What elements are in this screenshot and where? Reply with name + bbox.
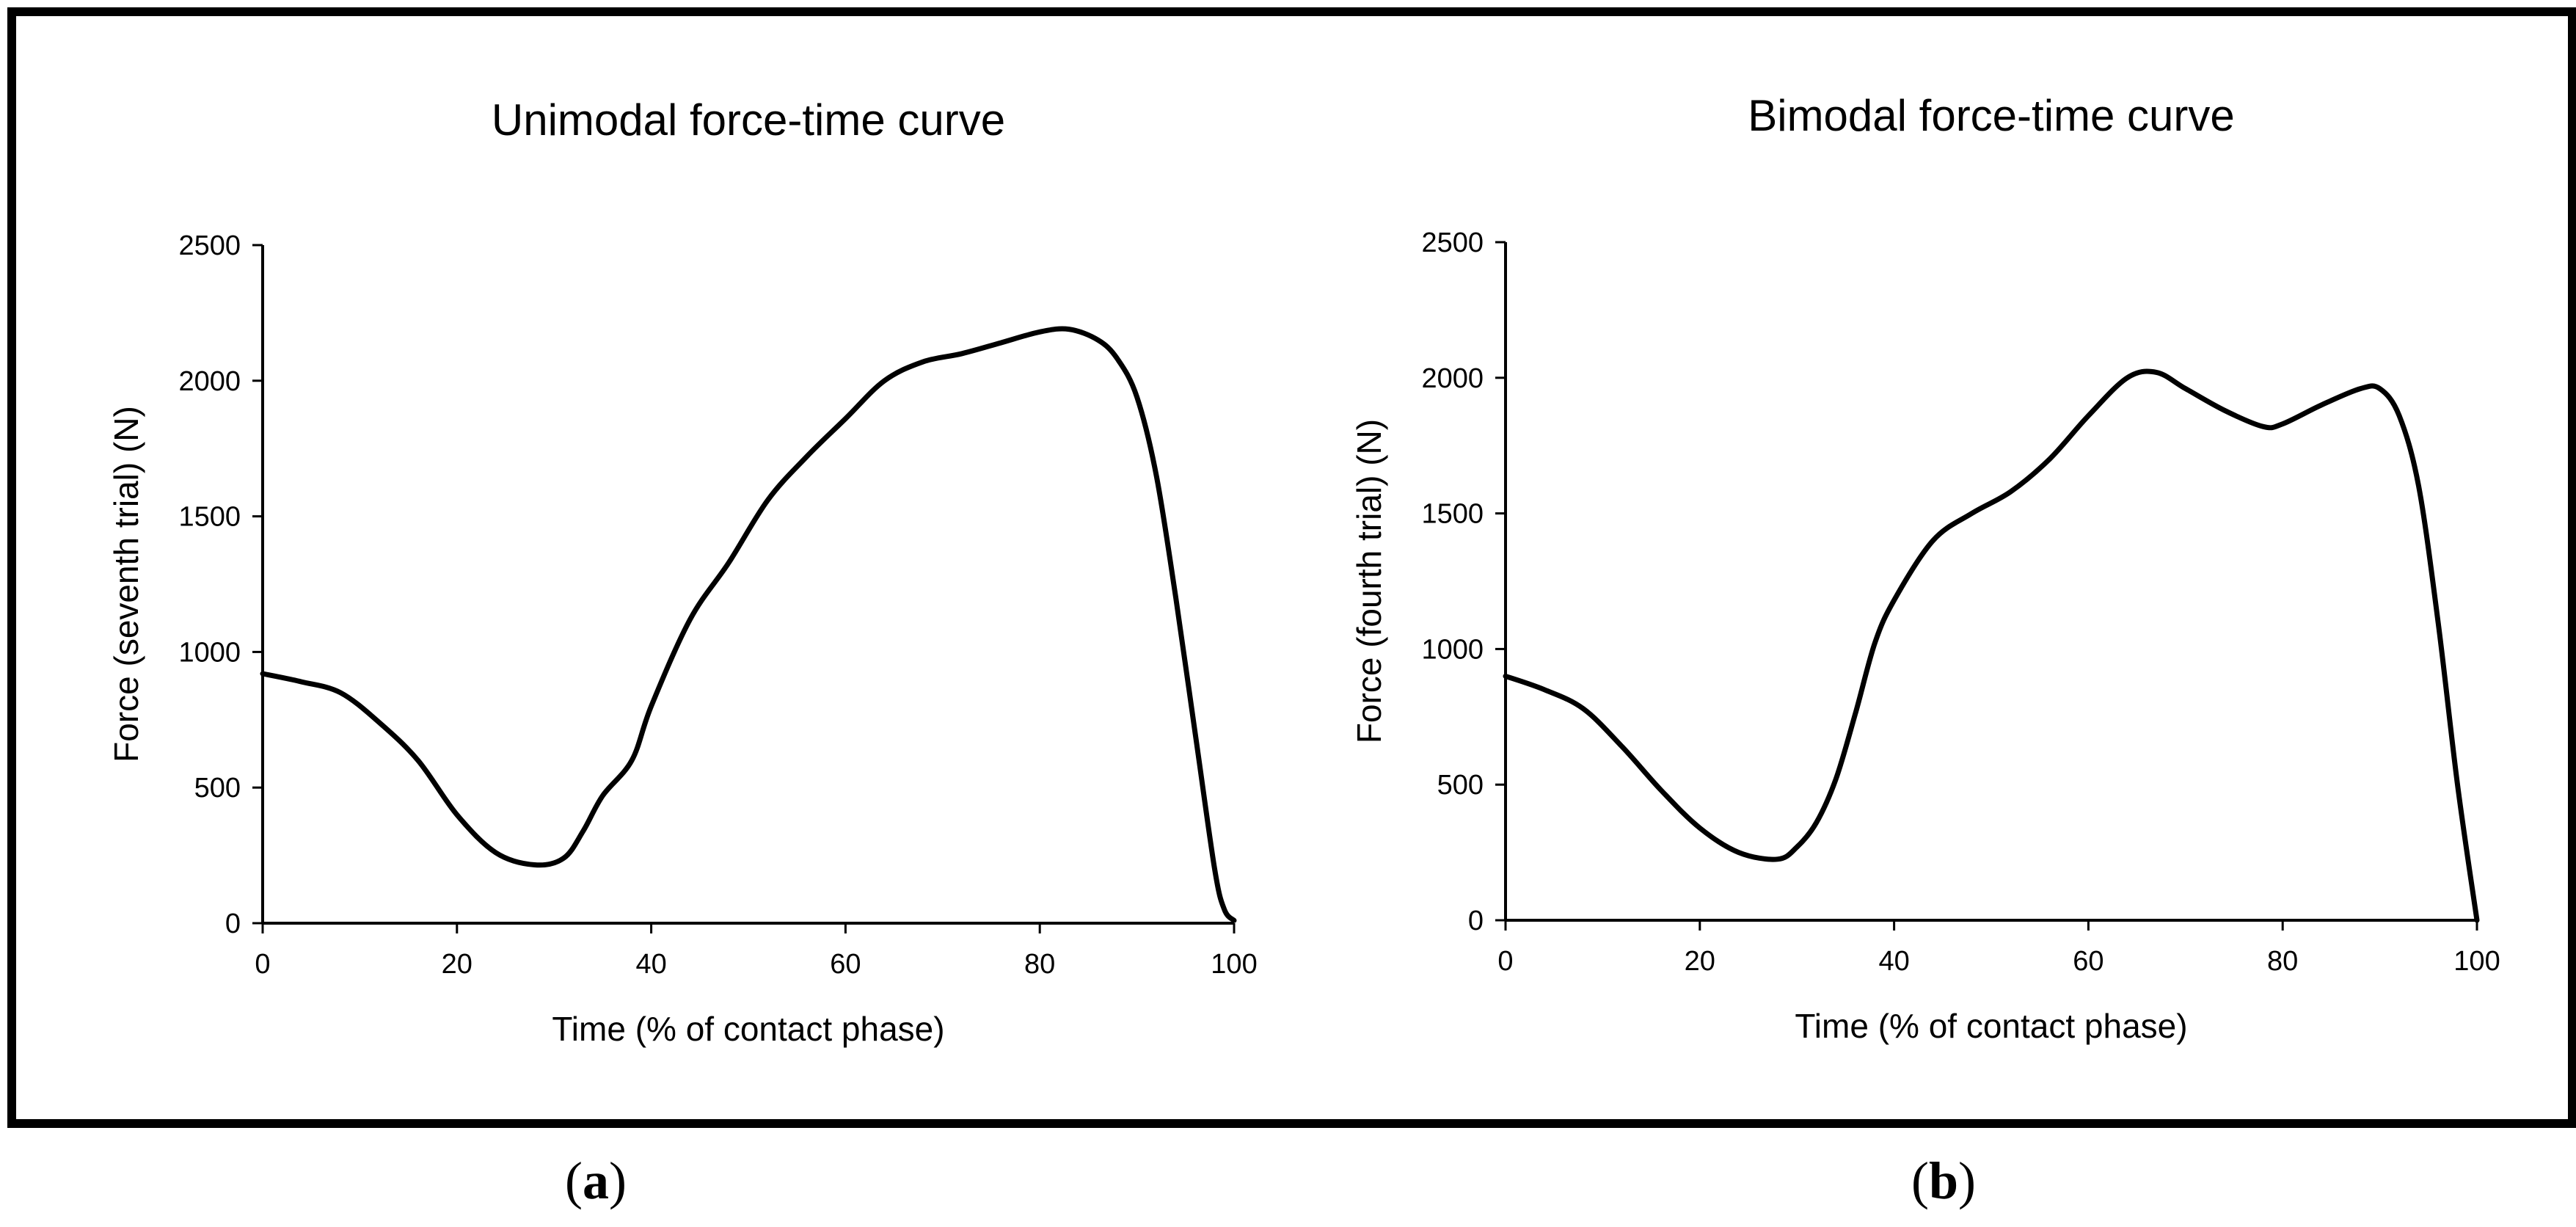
y-tick-label: 2500 [178, 230, 241, 261]
x-tick-label: 40 [1878, 946, 1909, 977]
x-tick-label: 60 [830, 949, 861, 980]
x-tick-label: 0 [255, 949, 270, 980]
y-tick-label: 0 [225, 909, 241, 939]
series-line [260, 326, 1237, 923]
figure-frame [7, 7, 2576, 1128]
x-tick-label: 80 [2267, 946, 2298, 977]
y-tick-label: 2000 [1421, 363, 1484, 394]
y-tick-label: 500 [194, 773, 241, 804]
y-tick-label: 1000 [178, 637, 241, 668]
y-tick-label: 1000 [1421, 634, 1484, 665]
panel-label-b: (b) [1870, 1151, 2017, 1212]
y-axis-label: Force (seventh trial) (N) [107, 406, 145, 762]
y-tick-label: 2000 [178, 366, 241, 397]
y-axis-label: Force (fourth trial) (N) [1350, 419, 1388, 743]
x-tick-label: 20 [1685, 946, 1715, 977]
x-tick-label: 60 [2073, 946, 2104, 977]
y-tick-label: 2500 [1421, 227, 1484, 258]
chart-title: Bimodal force-time curve [1748, 91, 2235, 140]
panel-label-a-open: ( [565, 1151, 583, 1210]
x-axis-label: Time (% of contact phase) [552, 1010, 944, 1048]
panel-label-b-close: ) [1958, 1151, 1976, 1210]
x-tick-label: 0 [1497, 946, 1513, 977]
y-tick-label: 500 [1437, 770, 1484, 801]
series-line [1503, 368, 2480, 923]
x-axis-label: Time (% of contact phase) [1795, 1007, 2187, 1045]
y-tick-label: 1500 [178, 502, 241, 533]
x-tick-label: 40 [635, 949, 666, 980]
x-tick-label: 100 [1211, 949, 1257, 980]
x-tick-label: 80 [1024, 949, 1055, 980]
panel-label-a-letter: a [583, 1151, 609, 1210]
panel-label-b-open: ( [1911, 1151, 1929, 1210]
x-tick-label: 100 [2453, 946, 2500, 977]
panel-label-a-close: ) [609, 1151, 627, 1210]
chart-a: Unimodal force-time curve050010001500200… [107, 95, 1258, 1048]
y-tick-label: 1500 [1421, 499, 1484, 530]
chart-b: Bimodal force-time curve0500100015002000… [1350, 91, 2500, 1045]
y-tick-label: 0 [1468, 906, 1484, 936]
chart-title: Unimodal force-time curve [492, 95, 1005, 145]
panel-label-b-letter: b [1928, 1151, 1959, 1210]
x-tick-label: 20 [442, 949, 472, 980]
panel-label-a: (a) [522, 1151, 669, 1212]
